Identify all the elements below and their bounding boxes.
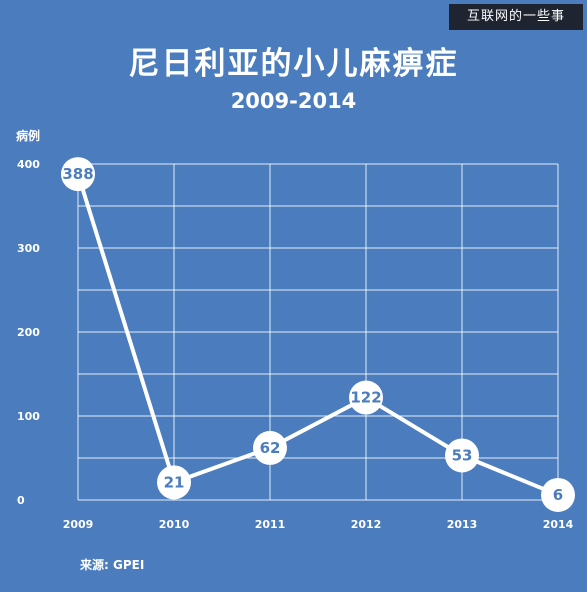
- data-label: 62: [260, 439, 281, 457]
- data-label: 388: [62, 165, 93, 183]
- data-point: [61, 157, 95, 192]
- chart-title: 尼日利亚的小儿麻痹症: [128, 46, 459, 82]
- y-tick-label: 400: [17, 158, 40, 171]
- data-label: 122: [350, 389, 381, 407]
- data-point: [349, 380, 383, 415]
- data-label: 21: [164, 473, 185, 491]
- data-label: 53: [452, 446, 473, 464]
- watermark: 互联网的一些事: [449, 4, 583, 30]
- data-label: 6: [553, 486, 563, 504]
- x-tick-label: 2012: [351, 518, 382, 531]
- data-point: [253, 430, 287, 465]
- data-point: [445, 438, 479, 473]
- x-tick-label: 2014: [543, 518, 574, 531]
- x-tick-label: 2011: [255, 518, 286, 531]
- source-note: 来源: GPEI: [80, 558, 145, 572]
- data-point: [157, 465, 191, 500]
- data-point: [541, 477, 575, 512]
- series-line: [76, 173, 559, 497]
- y-tick-label: 100: [17, 410, 40, 423]
- x-tick-label: 2009: [63, 518, 94, 531]
- y-tick-label: 0: [17, 494, 25, 507]
- y-tick-label: 200: [17, 326, 40, 339]
- chart-subtitle: 2009-2014: [230, 89, 357, 113]
- y-tick-label: 300: [17, 242, 40, 255]
- x-tick-label: 2013: [447, 518, 478, 531]
- x-tick-label: 2010: [159, 518, 190, 531]
- y-axis-label: 病例: [16, 129, 41, 143]
